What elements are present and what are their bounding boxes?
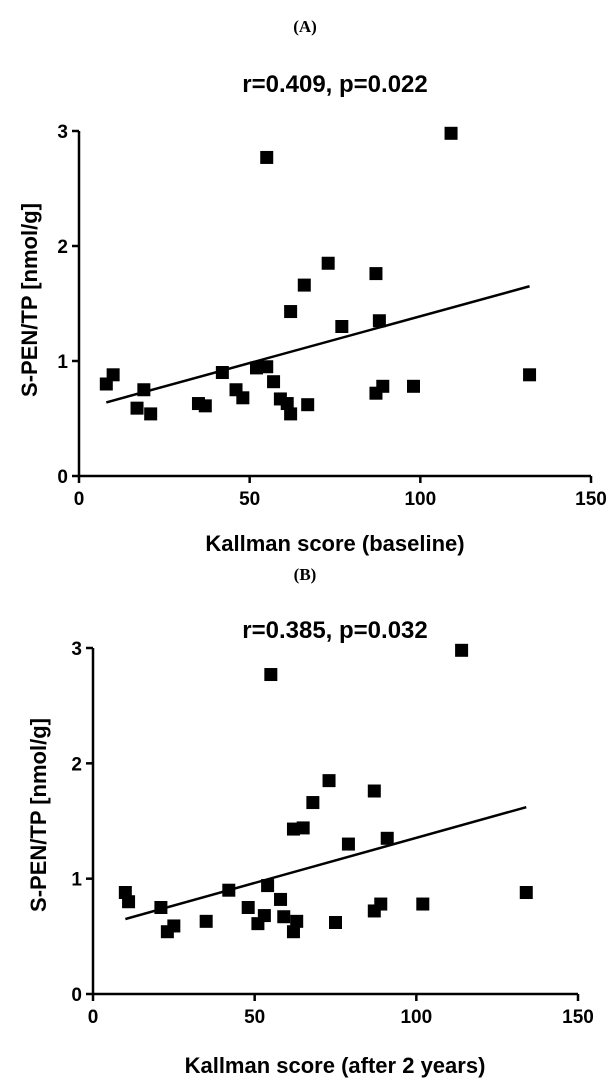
panel-a-regression-line <box>105 285 530 404</box>
y-tick-label: 2 <box>71 754 82 775</box>
data-point <box>329 915 342 929</box>
data-point <box>264 668 278 682</box>
data-point <box>374 897 388 911</box>
data-point <box>306 796 320 810</box>
data-point <box>241 901 255 914</box>
panel-a-label: (A) <box>293 17 317 36</box>
y-tick-label: 3 <box>71 639 82 660</box>
x-tick-label: 150 <box>562 1007 594 1028</box>
data-point <box>130 401 144 415</box>
panel-a-x-axis-label: Kallman score (baseline) <box>205 531 464 556</box>
x-tick-label: 150 <box>575 489 607 510</box>
panel-b-x-axis-label: Kallman score (after 2 years) <box>185 1053 486 1078</box>
x-tick-label: 50 <box>239 489 260 510</box>
y-tick-label: 1 <box>57 352 68 373</box>
data-point <box>137 383 151 397</box>
x-tick-label: 100 <box>400 1007 432 1028</box>
data-point <box>260 150 274 164</box>
data-point <box>277 910 291 924</box>
panel-b-regression-line <box>124 805 527 921</box>
data-point <box>290 914 304 928</box>
panel-b-points <box>118 643 533 939</box>
x-tick-label: 50 <box>244 1007 265 1028</box>
panel-a-ticks: 0 50 100 150 0 1 2 3 <box>57 122 606 510</box>
data-point <box>122 895 136 909</box>
y-tick-label: 0 <box>57 467 68 488</box>
data-point <box>444 126 458 140</box>
panel-a-y-axis-label: S-PEN/TP [nmol/g] <box>17 203 42 397</box>
data-point <box>257 909 271 923</box>
data-point <box>106 368 120 382</box>
data-point <box>523 368 537 382</box>
x-tick-label: 0 <box>74 489 85 510</box>
data-point <box>455 643 469 657</box>
y-tick-label: 1 <box>71 870 82 891</box>
panel-a-points <box>99 126 537 421</box>
data-point <box>199 914 213 928</box>
x-tick-label: 0 <box>88 1007 99 1028</box>
data-point <box>261 879 275 893</box>
data-point <box>380 831 394 845</box>
data-point <box>249 361 263 375</box>
panel-b-chart: (B) r=0.385, p=0.032 Kallman score (afte… <box>26 565 594 1078</box>
data-point <box>284 407 298 421</box>
data-point <box>236 391 250 405</box>
data-point <box>407 379 421 393</box>
x-tick-label: 100 <box>404 489 436 510</box>
data-point <box>322 774 336 788</box>
data-point <box>144 407 158 421</box>
panel-b-ticks: 0 50 100 150 0 1 2 3 <box>71 639 593 1028</box>
data-point <box>280 397 294 411</box>
data-point <box>335 320 349 333</box>
data-point <box>284 305 298 319</box>
data-point <box>321 256 335 270</box>
data-point <box>296 821 310 835</box>
data-point <box>372 314 386 328</box>
data-point <box>301 398 315 412</box>
data-point <box>376 379 390 393</box>
data-point <box>297 278 311 292</box>
data-point <box>222 883 236 897</box>
panel-a-axes <box>77 131 591 478</box>
data-point <box>274 892 288 906</box>
data-point <box>198 399 212 413</box>
data-point <box>286 925 300 939</box>
data-point <box>215 366 229 379</box>
data-point <box>260 360 274 374</box>
panel-a-chart: (A) r=0.409, p=0.022 Kallman score (base… <box>17 17 607 556</box>
data-point <box>341 837 355 851</box>
data-point <box>367 784 381 798</box>
panel-b-axes <box>91 648 578 996</box>
data-point <box>519 886 533 900</box>
data-point <box>416 897 430 911</box>
y-tick-label: 0 <box>71 985 82 1006</box>
panel-b-label: (B) <box>294 565 317 584</box>
data-point <box>167 919 181 933</box>
data-point <box>267 375 281 389</box>
y-tick-label: 2 <box>57 237 68 258</box>
panel-b-y-axis-label: S-PEN/TP [nmol/g] <box>26 718 51 912</box>
y-tick-label: 3 <box>57 122 68 143</box>
data-point <box>369 267 383 281</box>
panel-b-title: r=0.385, p=0.032 <box>242 617 427 644</box>
panel-a-title: r=0.409, p=0.022 <box>242 71 427 98</box>
data-point <box>154 901 168 914</box>
